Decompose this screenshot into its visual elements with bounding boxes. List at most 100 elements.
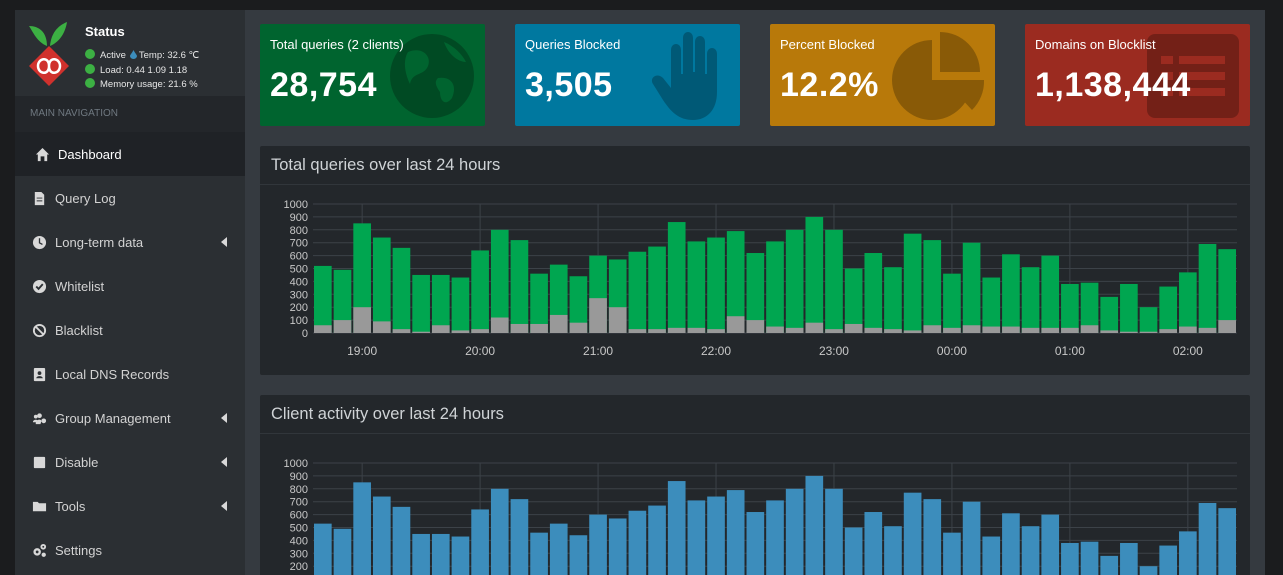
cogs-icon — [33, 543, 47, 557]
nav-item-dashboard[interactable]: Dashboard — [15, 132, 245, 176]
bar — [1159, 286, 1178, 333]
panel-title: Total queries over last 24 hours — [260, 146, 1250, 185]
nav-label: Whitelist — [55, 278, 105, 294]
blocked-bar — [1002, 326, 1020, 333]
bar — [372, 237, 391, 333]
bar — [1218, 249, 1236, 333]
y-tick-label: 500 — [290, 523, 308, 535]
bar — [785, 488, 804, 575]
blocked-bar — [864, 327, 883, 333]
x-tick-label: 00:00 — [937, 344, 967, 358]
memory-dot-icon — [85, 78, 95, 88]
blocked-bar — [1080, 325, 1099, 333]
clock-icon — [32, 235, 47, 249]
blocked-bar — [687, 327, 706, 333]
nav-item-long-term-data[interactable]: Long-term data — [15, 220, 245, 264]
x-tick-label: 23:00 — [819, 344, 849, 358]
bar — [707, 237, 725, 333]
status-memory: Memory usage: 21.6 % — [100, 79, 198, 90]
blocked-bar — [1218, 320, 1236, 333]
x-tick-label: 01:00 — [1055, 344, 1085, 358]
hand-icon — [651, 32, 717, 120]
status-title: Status — [85, 24, 125, 39]
stat-value: 3,505 — [525, 66, 613, 104]
bar — [1139, 307, 1158, 333]
blocked-bar — [549, 314, 568, 333]
bar — [628, 251, 647, 333]
domains-on-blocklist-box[interactable]: Domains on Blocklist 1,138,444 — [1025, 24, 1250, 126]
bar — [392, 506, 411, 575]
percent-blocked-box[interactable]: Percent Blocked 12.2% — [770, 24, 995, 126]
bar — [687, 500, 706, 575]
stop-icon — [33, 456, 46, 468]
nav-item-settings[interactable]: Settings — [15, 528, 245, 572]
folder-icon — [32, 501, 47, 511]
status-panel: Status Active Temp: 32.6 ℃ Load: 0.44 1.0… — [15, 10, 245, 96]
nav-label: Disable — [55, 454, 99, 470]
blocked-bar — [648, 329, 666, 333]
nav-label: Local DNS Records — [55, 366, 170, 382]
blocked-bar — [569, 322, 588, 333]
users-cog-icon — [32, 412, 47, 424]
blocked-bar — [353, 307, 371, 333]
y-tick-label: 300 — [290, 289, 308, 301]
ban-icon — [32, 323, 47, 337]
chevron-left-icon — [221, 501, 227, 511]
bar — [1159, 545, 1178, 575]
bar — [667, 481, 686, 575]
blocked-bar — [510, 323, 529, 333]
bar — [707, 496, 725, 575]
y-tick-label: 800 — [290, 484, 308, 496]
blocked-bar — [490, 317, 509, 333]
bar — [1179, 531, 1197, 575]
blocked-bar — [1061, 327, 1079, 333]
bar — [667, 222, 686, 333]
bar — [746, 253, 765, 333]
nav-label: Settings — [55, 542, 102, 558]
blocked-bar — [1139, 331, 1158, 333]
y-tick-label: 400 — [290, 535, 308, 547]
bar — [628, 510, 647, 575]
blocked-bar — [431, 325, 450, 333]
queries-blocked-box[interactable]: Queries Blocked 3,505 — [515, 24, 740, 126]
bar — [569, 276, 588, 333]
bar — [1120, 542, 1138, 575]
nav-item-whitelist[interactable]: Whitelist — [15, 264, 245, 308]
blocked-bar — [314, 325, 332, 333]
total-queries-box[interactable]: Total queries (2 clients) 28,754 — [260, 24, 485, 126]
blocked-bar — [962, 325, 981, 333]
bar — [530, 532, 548, 575]
bar — [1041, 255, 1060, 333]
bar — [431, 274, 450, 333]
bar — [785, 229, 804, 333]
nav-label: Group Management — [55, 410, 171, 426]
nav-item-local-dns-records[interactable]: Local DNS Records — [15, 352, 245, 396]
bar — [1021, 267, 1040, 333]
y-tick-label: 1000 — [284, 199, 308, 211]
status-dot-icon — [85, 49, 95, 59]
nav-item-disable[interactable]: Disable — [15, 440, 245, 484]
bar — [1080, 282, 1099, 333]
status-load-line: Load: 0.44 1.09 1.18 — [85, 64, 187, 76]
nav-item-tools[interactable]: Tools — [15, 484, 245, 528]
file-icon — [34, 191, 45, 205]
nav-item-query-log[interactable]: Query Log — [15, 176, 245, 220]
blocked-bar — [1041, 327, 1060, 333]
y-tick-label: 0 — [302, 328, 308, 340]
bar — [451, 536, 470, 575]
load-dot-icon — [85, 64, 95, 74]
bar — [844, 268, 863, 333]
temperature-drop-icon — [129, 50, 137, 59]
bar — [1021, 526, 1040, 575]
chevron-left-icon — [221, 237, 227, 247]
status-memory-line: Memory usage: 21.6 % — [85, 78, 198, 90]
nav-item-group-management[interactable]: Group Management — [15, 396, 245, 440]
blocked-bar — [589, 298, 607, 333]
bar — [471, 509, 489, 575]
bar — [569, 535, 588, 575]
nav-item-blacklist[interactable]: Blacklist — [15, 308, 245, 352]
x-tick-label: 20:00 — [465, 344, 495, 358]
